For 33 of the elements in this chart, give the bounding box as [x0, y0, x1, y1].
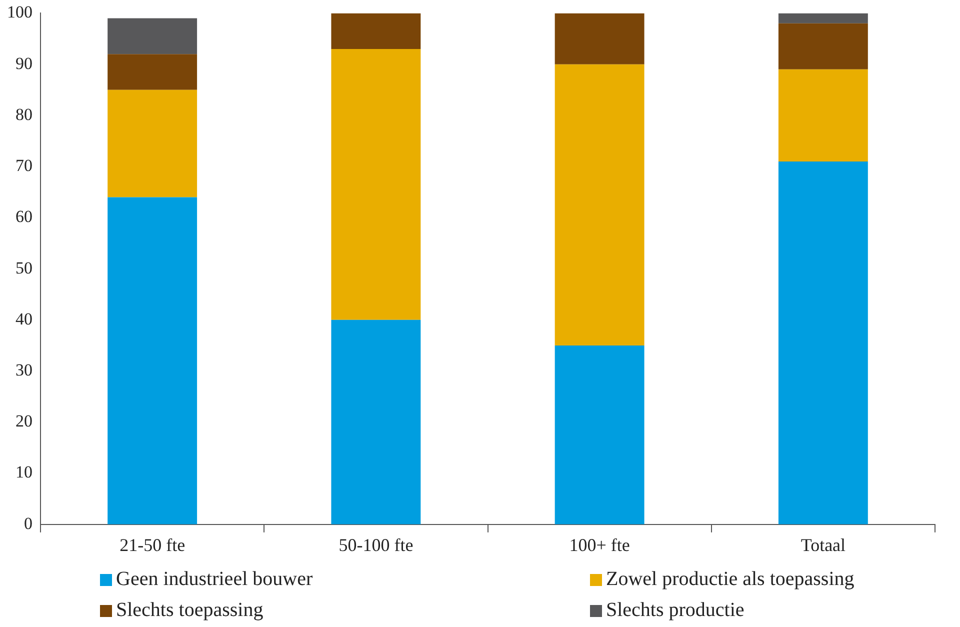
y-tick-label: 20 — [16, 412, 32, 431]
bar — [554, 13, 644, 64]
bar — [331, 320, 421, 524]
y-tick-label: 80 — [16, 104, 32, 124]
bar — [108, 54, 198, 90]
x-tick-label: 21-50 fte — [120, 534, 186, 555]
legend-label: Slechts productie — [606, 599, 744, 622]
y-tick-label: 100 — [7, 2, 32, 22]
y-tick-label: 30 — [16, 360, 32, 380]
bar — [778, 161, 868, 524]
bar — [778, 23, 868, 70]
legend-label: Geen industrieel bouwer — [116, 568, 313, 591]
y-tick-label: 60 — [16, 207, 32, 226]
bar — [331, 48, 421, 320]
y-tick-label: 50 — [16, 258, 32, 278]
y-tick-label: 70 — [16, 156, 32, 176]
bar — [554, 345, 644, 524]
bar — [778, 69, 868, 162]
legend-label: Zowel productie als toepassing — [606, 568, 854, 591]
y-tick-label: 10 — [16, 462, 32, 482]
bar — [108, 18, 198, 54]
bar — [331, 13, 421, 49]
y-tick-label: 40 — [16, 309, 32, 328]
legend-label: Slechts toepassing — [116, 599, 264, 622]
x-tick-label: 50-100 fte — [338, 534, 414, 555]
bar — [554, 64, 644, 346]
y-tick-label: 0 — [24, 514, 32, 533]
y-tick-label: 90 — [16, 54, 32, 73]
x-tick-label: Totaal — [800, 534, 846, 555]
bar — [108, 90, 198, 198]
x-tick-label: 100+ fte — [569, 534, 630, 555]
bar — [108, 197, 198, 524]
bar — [778, 13, 868, 24]
